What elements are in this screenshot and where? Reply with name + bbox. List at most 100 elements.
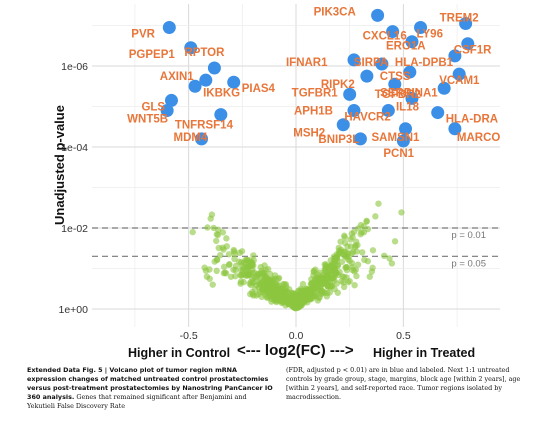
data-point [351,281,358,289]
data-point [316,269,323,276]
data-point [314,275,322,282]
significant-point [386,25,400,39]
data-point [254,273,261,281]
data-point [220,246,227,253]
data-point [339,250,346,257]
data-point [316,280,324,288]
data-point [372,213,379,220]
caption-right: (FDR, adjusted p < 0.01) are in blue and… [286,366,521,401]
data-point [225,251,233,258]
gene-label: LY96 [417,29,443,41]
data-point [354,261,362,268]
significant-point [396,134,410,148]
significant-point [431,106,445,120]
y-tick-label: 1e+00 [59,304,89,316]
threshold-label: p = 0.05 [451,258,486,269]
gene-label: CSF1R [454,45,492,57]
gene-label: PCN1 [383,148,414,160]
gene-label: TREM2 [440,12,479,24]
data-point [341,232,348,239]
y-tick-label: 1e-04 [61,142,88,154]
gene-label: IL18 [396,101,420,113]
gene-label: PIK3CA [314,6,356,18]
significant-point [199,73,213,87]
x-ticks: -0.5 0.0 0.5 [180,330,411,342]
data-point [227,273,235,280]
significant-point [164,93,178,107]
data-point [391,238,399,245]
data-point [261,262,268,269]
gene-label: PIAS4 [242,83,276,95]
significant-point [207,61,221,75]
data-point [369,264,376,272]
significant-point [184,41,198,55]
data-point [204,224,211,231]
gene-label: PGPEP1 [129,49,176,61]
significant-point [353,132,367,146]
data-point [330,274,337,282]
significant-point [188,79,202,93]
data-point [322,280,330,287]
data-point [206,266,213,273]
data-point [318,290,325,297]
data-point [343,263,350,271]
data-point [231,250,238,257]
data-point [360,223,367,230]
data-point [223,235,230,242]
significant-point [214,108,228,122]
significant-point [448,122,462,136]
data-point [369,247,377,254]
significant-point [375,57,389,71]
data-point [353,248,360,255]
data-point [323,289,331,297]
data-point [189,228,196,236]
data-point [380,252,388,260]
data-point [203,273,211,280]
data-point [211,258,218,265]
data-point [388,260,396,267]
gene-label: MARCO [457,132,500,144]
significant-point [405,91,419,105]
data-point [353,272,360,280]
significant-point [461,37,475,51]
data-point [332,269,340,276]
significant-point [452,67,466,81]
data-point [348,250,355,257]
significant-point [343,87,357,101]
data-point [259,288,267,296]
data-point [307,280,315,288]
data-point [217,251,224,259]
data-point [220,270,228,277]
gene-label: VCAM1 [439,75,480,87]
significant-point [162,21,176,35]
x-axis-label-row: Higher in Control <--- log2(FC) ---> Hig… [0,342,554,362]
data-point [231,255,238,263]
significant-point [403,65,417,79]
caption-title: Extended Data Fig. 5 | Volcano plot of t… [27,366,273,401]
data-point [350,228,358,236]
gene-label: SAMSN1 [372,132,421,144]
gene-label: HLA-DPB1 [395,57,454,69]
gene-label: AXIN1 [160,71,194,83]
data-point [366,273,373,280]
x-axis-label: <--- log2(FC) ---> [237,342,354,359]
data-point [312,266,319,273]
data-point [270,291,277,298]
significant-point [414,21,428,35]
gene-label: MSH2 [293,128,325,140]
data-point [256,281,263,288]
gene-label: GLS [141,101,165,113]
significant-point [459,16,473,30]
data-point [268,276,275,284]
gene-label: CTSS [380,71,411,83]
significant-point [195,132,209,146]
data-point [207,215,214,222]
data-point [331,257,338,264]
gene-label: TGFBR1 [292,87,339,99]
data-point [251,285,259,293]
gene-label: HLA-DRA [446,114,498,126]
y-axis-label: Unadjusted p-value [52,105,67,225]
gene-label: RPTOR [184,47,225,59]
significant-point [227,75,241,89]
caption-left: Extended Data Fig. 5 | Volcano plot of t… [27,366,274,411]
